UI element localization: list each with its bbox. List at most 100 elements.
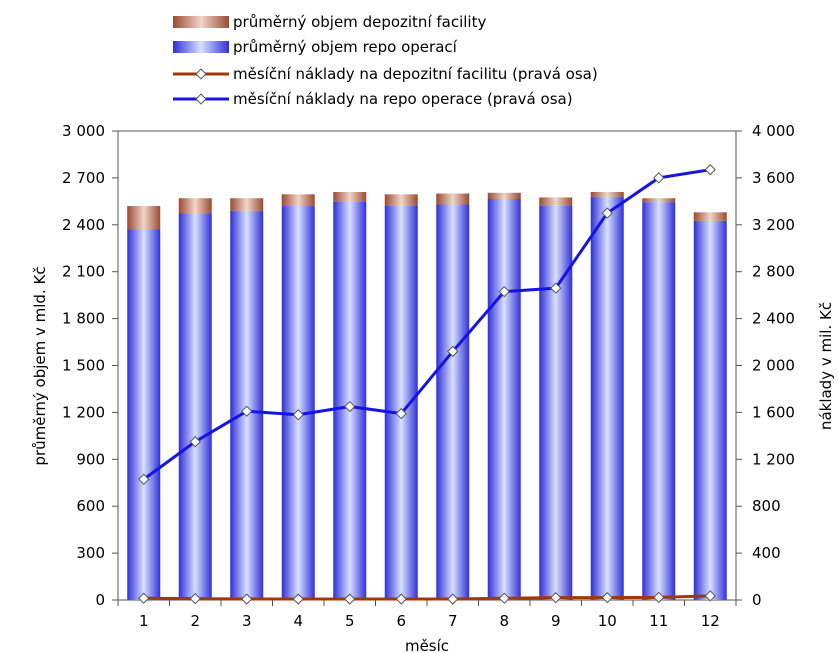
- bar-deposit: [333, 191, 367, 202]
- x-axis-tick-label: 7: [448, 612, 458, 630]
- bar-deposit: [590, 191, 624, 197]
- legend-label-repo-line: měsíční náklady na repo operace (pravá o…: [233, 90, 573, 108]
- y2-axis-tick-label: 2 800: [752, 263, 795, 281]
- x-axis-tick-label: 8: [499, 612, 509, 630]
- deposit-cost-point: [241, 593, 253, 605]
- bar-repo: [539, 205, 573, 600]
- bar-deposit: [436, 193, 470, 205]
- y-axis-tick-label: 2 400: [62, 216, 105, 234]
- repo-cost-point: [395, 407, 407, 420]
- x-axis-tick-label: 6: [396, 612, 406, 630]
- bar-deposit: [127, 206, 161, 230]
- deposit-cost-point: [292, 593, 304, 605]
- bar-repo: [384, 205, 418, 600]
- legend-label-deposit-bar: průměrný objem depozitní facility: [233, 13, 486, 31]
- deposit-cost-point: [550, 591, 562, 604]
- repo-cost-line: [142, 168, 711, 481]
- bar-repo: [127, 229, 161, 601]
- bar-deposit: [384, 194, 418, 206]
- bar-repo: [693, 220, 727, 600]
- bar-deposit: [693, 212, 727, 221]
- repo-cost-point: [344, 400, 356, 413]
- repo-cost-point: [292, 409, 304, 421]
- bar-repo: [281, 206, 315, 601]
- y2-axis-tick-label: 400: [752, 544, 781, 562]
- legend-marker-deposit-line: [195, 68, 207, 80]
- bar-deposit: [642, 198, 676, 203]
- legend-swatch-deposit-bar: [173, 16, 229, 28]
- bar-deposit: [487, 192, 521, 200]
- y-axis-tick-label: 900: [76, 450, 105, 468]
- deposit-cost-point: [498, 592, 510, 604]
- y2-axis-tick-label: 800: [752, 497, 781, 515]
- legend-item-repo-bar: průměrný objem repo operací: [173, 38, 458, 56]
- bar-repo: [590, 196, 624, 600]
- x-axis-tick-label: 12: [701, 612, 720, 630]
- repo-cost-point: [138, 473, 150, 485]
- x-axis-tick-label: 4: [293, 612, 303, 630]
- y2-axis-tick-label: 3 600: [752, 169, 795, 187]
- bar-repo: [230, 210, 264, 601]
- y-axis-tick-label: 1 500: [62, 357, 105, 375]
- y2-axis-tick-label: 1 600: [752, 403, 795, 421]
- repo-cost-point: [241, 405, 253, 417]
- y-axis-tick-label: 1 200: [62, 403, 105, 421]
- y-axis-tick-label: 2 700: [62, 169, 105, 187]
- deposit-cost-point: [447, 593, 459, 605]
- legend-item-repo-line: měsíční náklady na repo operace (pravá o…: [173, 90, 573, 108]
- bar-repo: [333, 201, 367, 600]
- y2-axis-tick-label: 3 200: [752, 216, 795, 234]
- deposit-cost-point: [653, 591, 665, 604]
- bar-deposit: [178, 198, 212, 214]
- legend-label-deposit-line: měsíční náklady na depozitní facilitu (p…: [233, 65, 598, 83]
- repo-cost-point: [447, 345, 459, 358]
- x-axis-tick-label: 2: [190, 612, 200, 630]
- legend-item-deposit-bar: průměrný objem depozitní facility: [173, 13, 486, 31]
- bar-repo: [487, 199, 521, 600]
- legend: průměrný objem depozitní facility průměr…: [173, 13, 598, 108]
- bar-repo: [436, 204, 470, 600]
- bar-repo: [178, 213, 212, 600]
- legend-swatch-repo-bar: [173, 41, 229, 53]
- legend-item-deposit-line: měsíční náklady na depozitní facilitu (p…: [173, 65, 598, 83]
- x-axis-tick-label: 9: [551, 612, 561, 630]
- bar-deposit: [230, 198, 264, 211]
- x-axis-tick-label: 5: [345, 612, 355, 630]
- repo-cost-point: [704, 164, 716, 176]
- y2-axis-tick-label: 4 000: [752, 122, 795, 140]
- legend-label-repo-bar: průměrný objem repo operací: [233, 38, 458, 56]
- repo-cost-point: [189, 436, 201, 448]
- deposit-cost-point: [138, 592, 150, 604]
- y-axis-tick-label: 2 100: [62, 263, 105, 281]
- y2-axis-tick-label: 2 400: [752, 310, 795, 328]
- repo-cost-point: [601, 207, 613, 219]
- bar-deposit: [539, 197, 573, 206]
- y-axis-title: průměrný objem v mld. Kč: [31, 266, 49, 465]
- y2-axis-title: náklady v mil. Kč: [817, 302, 835, 430]
- legend-marker-repo-line: [195, 93, 207, 105]
- y2-axis-tick-label: 1 200: [752, 450, 795, 468]
- deposit-cost-point: [601, 591, 613, 604]
- deposit-cost-point: [395, 593, 407, 605]
- x-axis-tick-label: 1: [139, 612, 149, 630]
- bar-deposit: [281, 194, 315, 207]
- x-axis-tick-label: 10: [598, 612, 617, 630]
- y-axis-tick-label: 1 800: [62, 310, 105, 328]
- y2-axis-tick-label: 0: [752, 591, 762, 609]
- repo-cost-point: [498, 285, 510, 298]
- deposit-cost-point: [704, 590, 716, 602]
- deposit-cost-point: [344, 593, 356, 605]
- deposit-cost-point: [189, 592, 201, 605]
- y-axis-tick-label: 300: [76, 544, 105, 562]
- repo-cost-point: [653, 172, 665, 184]
- y-axis-tick-label: 0: [95, 591, 105, 609]
- repo-cost-point: [550, 282, 562, 294]
- deposit-cost-line: [143, 594, 711, 601]
- y-axis-tick-label: 3 000: [62, 122, 105, 140]
- x-axis-tick-label: 3: [242, 612, 252, 630]
- x-axis-tick-label: 11: [649, 612, 668, 630]
- bar-repo: [642, 202, 676, 601]
- y-axis-tick-label: 600: [76, 497, 105, 515]
